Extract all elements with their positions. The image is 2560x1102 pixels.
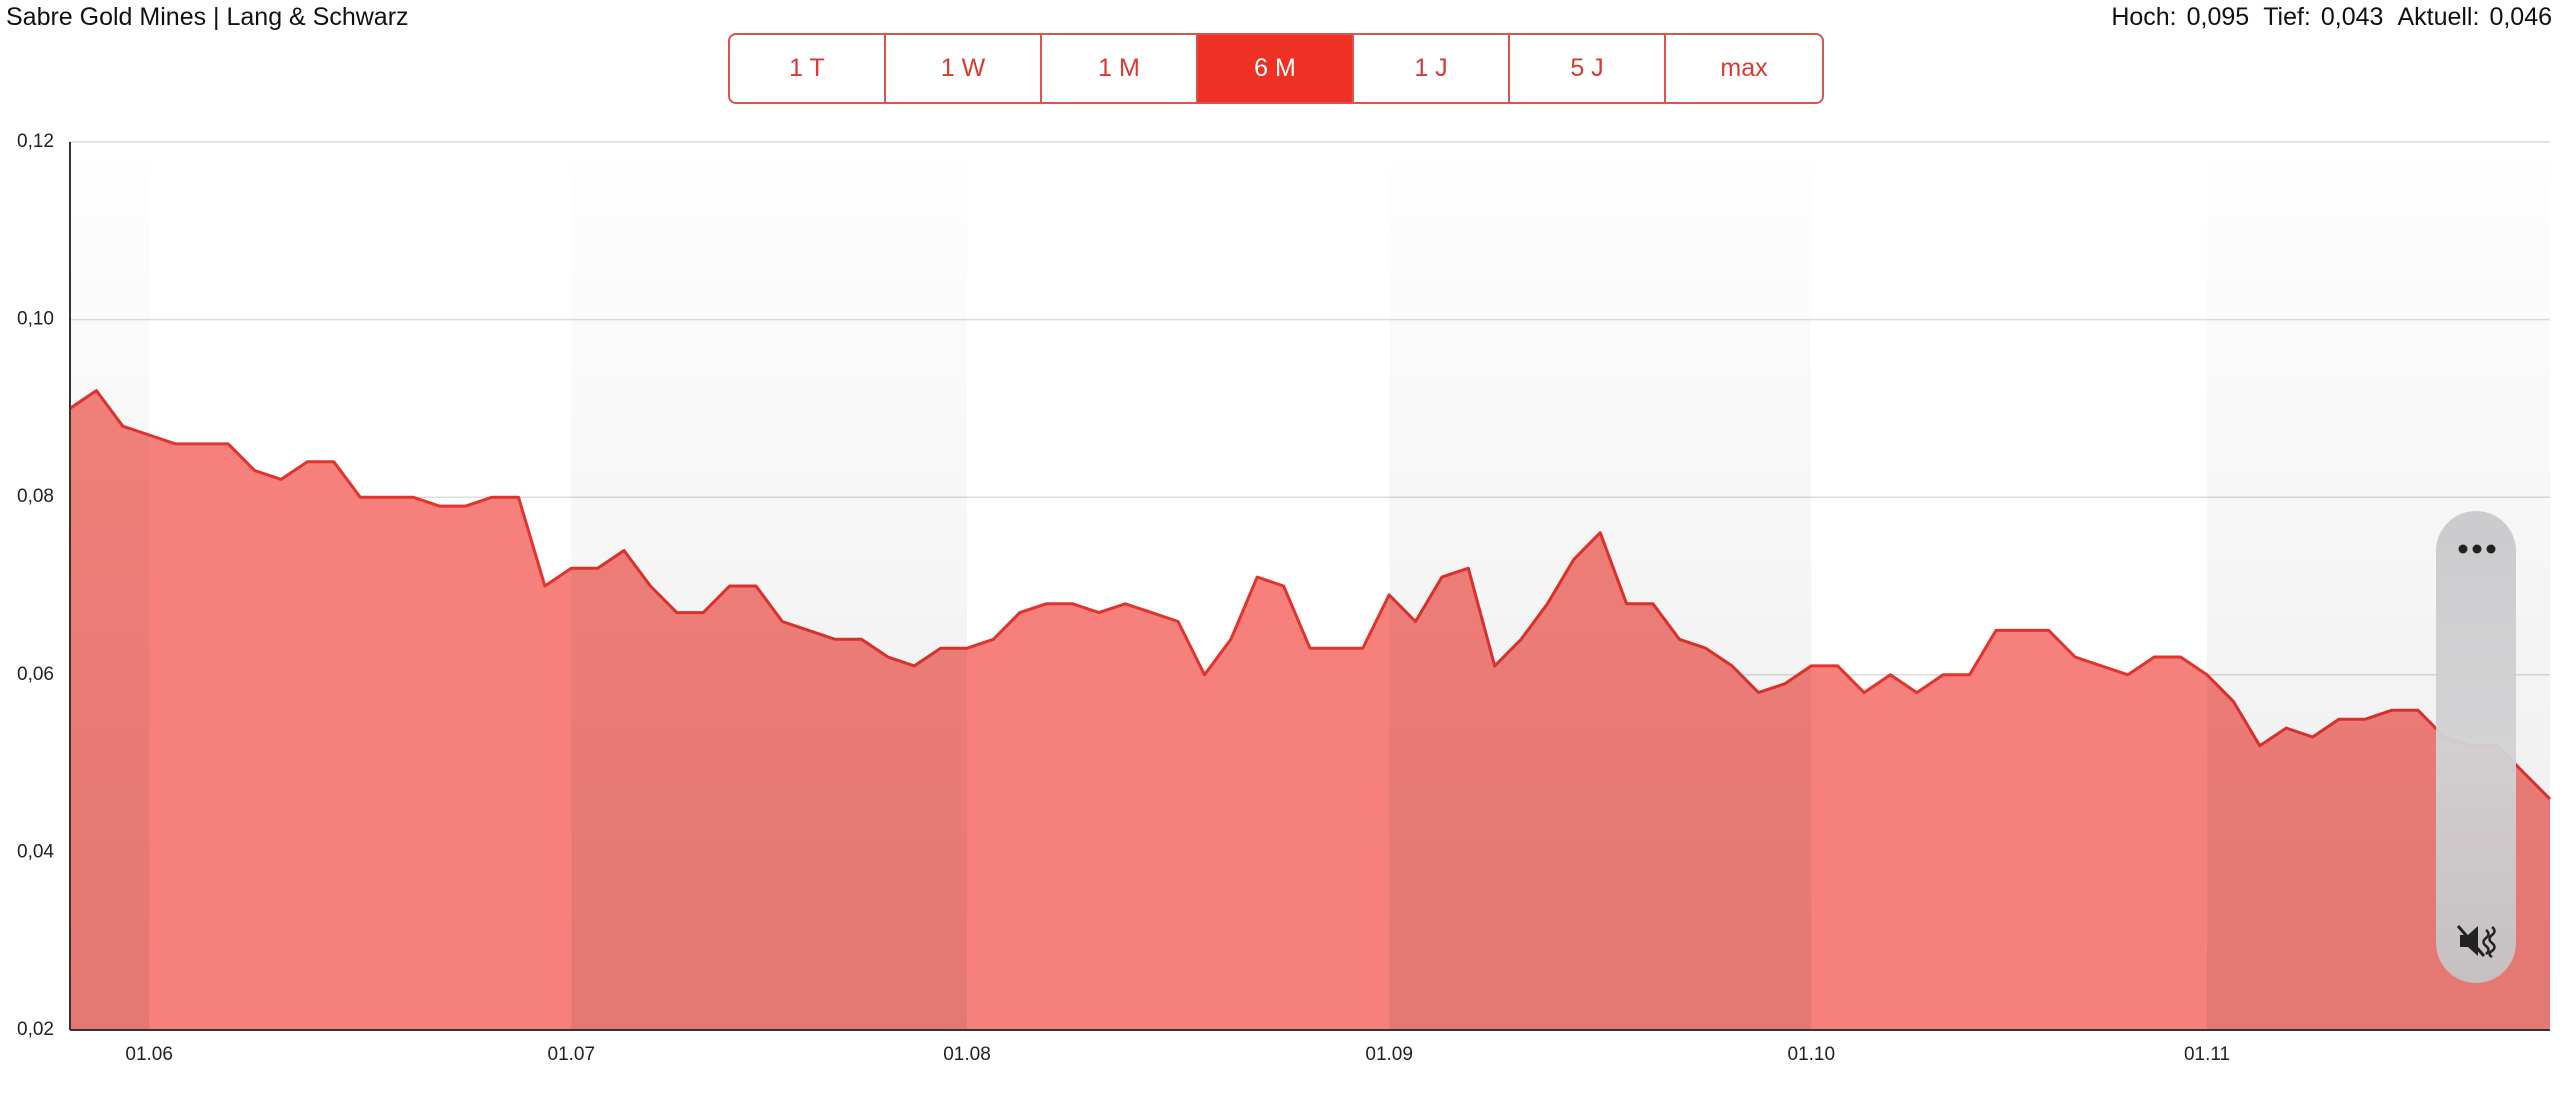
stat-label: Hoch: bbox=[2111, 3, 2177, 31]
stats: Hoch: 0,095 Tief: 0,043 Aktuell: 0,046 bbox=[2111, 3, 2556, 32]
range-button[interactable]: 1 W bbox=[886, 35, 1042, 102]
range-button[interactable]: max bbox=[1720, 54, 1768, 82]
stat-label: Aktuell: bbox=[2397, 3, 2480, 31]
range-button[interactable]: 5 J bbox=[1510, 35, 1666, 102]
x-tick-label: 01.06 bbox=[125, 1044, 173, 1065]
y-tick-label: 0,06 bbox=[17, 664, 54, 685]
month-band bbox=[571, 162, 968, 1030]
widget-pill[interactable] bbox=[2436, 511, 2516, 983]
dot bbox=[2486, 544, 2496, 554]
stat-label: Tief: bbox=[2263, 3, 2311, 31]
x-tick-label: 01.11 bbox=[2184, 1044, 2230, 1065]
bands bbox=[70, 162, 2550, 1030]
price-line bbox=[69, 389, 2552, 801]
y-tick-label: 0,04 bbox=[17, 841, 54, 862]
range-button[interactable]: 1 M bbox=[1042, 35, 1198, 102]
y-tick-label: 0,02 bbox=[17, 1019, 54, 1040]
area-fill bbox=[70, 390, 2550, 1031]
stat-value: 0,043 bbox=[2320, 3, 2384, 31]
x-tick-label: 01.09 bbox=[1365, 1044, 1413, 1065]
x-tick-label: 01.07 bbox=[548, 1044, 596, 1065]
stat-value: 0,095 bbox=[2186, 3, 2250, 31]
month-band bbox=[70, 162, 150, 1030]
mute-icon bbox=[2456, 925, 2496, 959]
range-button[interactable]: 6 M bbox=[1198, 35, 1354, 102]
plot bbox=[69, 389, 2552, 1031]
dot bbox=[2458, 544, 2468, 554]
x-tick-label: 01.08 bbox=[943, 1044, 991, 1065]
range-button[interactable]: 1 J bbox=[1354, 35, 1510, 102]
title: Sabre Gold Mines | Lang & Schwarz bbox=[6, 3, 409, 31]
axes: 0,02 0,04 0,06 0,08 0,10 0,12 01.06 01.07 01.08 0… bbox=[17, 131, 2550, 1065]
floating-widget[interactable] bbox=[2436, 511, 2516, 983]
month-band bbox=[1389, 162, 1812, 1030]
y-tick-label: 0,12 bbox=[17, 131, 54, 152]
dot bbox=[2472, 544, 2482, 554]
range-button[interactable]: 1 T bbox=[730, 35, 886, 102]
x-tick-label: 01.10 bbox=[1788, 1044, 1836, 1065]
y-tick-label: 0,08 bbox=[17, 486, 54, 507]
stat-value: 0,046 bbox=[2489, 3, 2552, 31]
y-tick-label: 0,10 bbox=[17, 309, 54, 330]
